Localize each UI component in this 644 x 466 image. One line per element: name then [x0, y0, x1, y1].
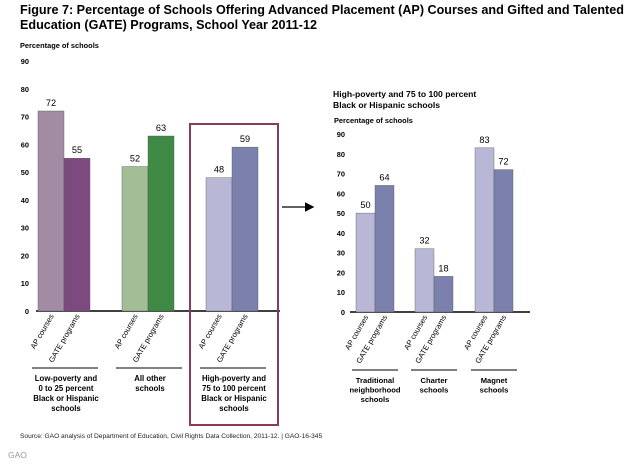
- category-label: Low-poverty and: [35, 374, 98, 383]
- left-chart: Percentage of schools 0 10 20 30 40 50 60 70 80 90…: [20, 41, 280, 426]
- bar: [474, 147, 495, 313]
- y-tick-label: 50: [21, 168, 29, 177]
- y-tick-label: 40: [21, 196, 29, 205]
- y-tick-label: 20: [21, 251, 29, 260]
- y-tick-label: 60: [337, 189, 345, 198]
- x-tick-label: AP courses: [197, 312, 224, 350]
- category-label: schools: [480, 386, 509, 395]
- category-label: schools: [420, 386, 449, 395]
- category-label: schools: [135, 384, 165, 393]
- bar-value-label: 72: [46, 98, 56, 108]
- y-tick-label: 20: [337, 268, 345, 277]
- chart-title: Black or Hispanic schools: [333, 100, 440, 110]
- bar-value-label: 63: [156, 123, 166, 133]
- category-label: Black or Hispanic: [33, 394, 99, 403]
- y-tick-label: 50: [337, 209, 345, 218]
- y-tick-label: 30: [21, 224, 29, 233]
- bar-value-label: 48: [214, 165, 224, 175]
- y-tick-label: 70: [337, 170, 345, 179]
- bar-value-label: 52: [130, 154, 140, 164]
- y-tick-label: 40: [337, 229, 345, 238]
- x-tick-label: AP courses: [29, 312, 56, 350]
- y-tick-label: 10: [21, 279, 29, 288]
- category-label: Charter: [420, 376, 447, 385]
- category-label: All other: [134, 374, 166, 383]
- y-tick-label: 70: [21, 113, 29, 122]
- bar: [433, 276, 454, 313]
- bar-value-label: 83: [479, 135, 489, 145]
- category-label: 75 to 100 percent: [202, 384, 266, 393]
- y-tick-label: 10: [337, 288, 345, 297]
- y-tick-label: 60: [21, 140, 29, 149]
- category-label: schools: [361, 395, 390, 404]
- bar-value-label: 64: [379, 172, 389, 182]
- bar: [355, 212, 376, 313]
- right-chart: High-poverty and 75 to 100 percentBlack …: [333, 89, 530, 404]
- y-axis-label: Percentage of schools: [20, 41, 99, 50]
- bar: [147, 135, 175, 312]
- bar-value-label: 32: [419, 236, 429, 246]
- y-tick-label: 90: [337, 130, 345, 139]
- chart-title: High-poverty and 75 to 100 percent: [333, 89, 476, 99]
- category-label: schools: [219, 404, 249, 413]
- bar-value-label: 50: [360, 200, 370, 210]
- category-label: High-poverty and: [202, 374, 266, 383]
- bar: [205, 177, 233, 312]
- x-tick-label: AP courses: [113, 312, 140, 350]
- bar-value-label: 55: [72, 145, 82, 155]
- y-tick-label: 90: [21, 57, 29, 66]
- category-label: Black or Hispanic: [201, 394, 267, 403]
- bar: [121, 166, 149, 312]
- category-label: Magnet: [481, 376, 508, 385]
- y-tick-label: 0: [25, 307, 29, 316]
- bar-value-label: 59: [240, 134, 250, 144]
- bar: [414, 248, 435, 313]
- bar-value-label: 72: [498, 157, 508, 167]
- y-axis-label: Percentage of schools: [334, 116, 413, 125]
- figure-title: Figure 7: Percentage of Schools Offering…: [20, 3, 624, 32]
- y-tick-label: 80: [21, 85, 29, 94]
- category-label: 0 to 25 percent: [38, 384, 93, 393]
- category-label: Traditional: [356, 376, 394, 385]
- y-tick-label: 80: [337, 150, 345, 159]
- watermark-logo: GAO: [8, 450, 27, 460]
- source-note: Source: GAO analysis of Department of Ed…: [20, 433, 323, 440]
- bar: [37, 110, 65, 312]
- bar-value-label: 18: [438, 263, 448, 273]
- bar: [374, 185, 395, 313]
- y-tick-label: 0: [341, 308, 345, 317]
- bar: [231, 146, 259, 312]
- category-label: neighborhood: [349, 386, 400, 395]
- bar: [63, 158, 91, 312]
- bar: [493, 169, 514, 313]
- highlight-box: [189, 123, 279, 426]
- y-tick-label: 30: [337, 249, 345, 258]
- category-label: schools: [51, 404, 81, 413]
